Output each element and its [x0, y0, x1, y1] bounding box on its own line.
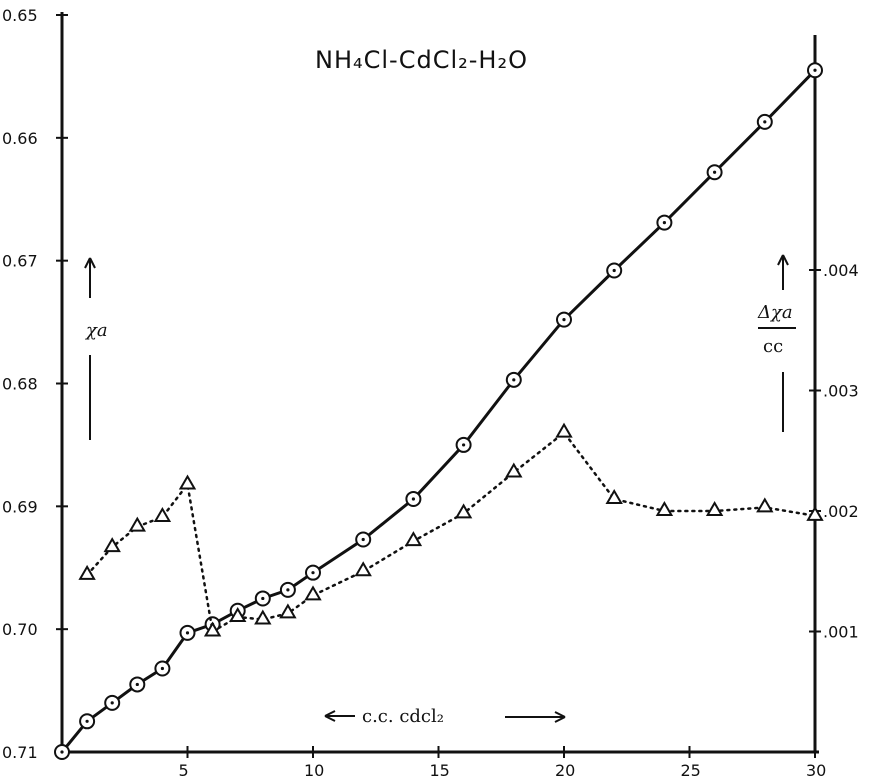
- data-point-circle-center: [562, 318, 566, 322]
- y-left-axis-label: χa: [84, 320, 108, 341]
- data-point-circle-center: [462, 443, 466, 447]
- data-point-circle-center: [60, 750, 64, 754]
- y-left-tick-label: 0.68: [2, 375, 38, 394]
- y-right-tick-label: .003: [823, 382, 859, 401]
- y-right-axis-label-denominator: cc: [763, 336, 783, 357]
- data-point-triangle: [505, 462, 523, 478]
- y-right-tick-label: .004: [823, 261, 859, 280]
- data-point-circle-center: [361, 537, 365, 542]
- chart-title: NH₄Cl-CdCl₂-H₂O: [315, 46, 528, 74]
- x-tick-label: 25: [681, 761, 701, 779]
- x-tick-label: 10: [304, 761, 324, 779]
- data-point-triangle: [454, 503, 473, 519]
- series-line-dotted: [85, 430, 817, 634]
- data-point-circle-center: [763, 120, 767, 124]
- data-point-triangle: [103, 537, 121, 553]
- data-point-triangle: [806, 505, 824, 521]
- data-point-triangle: [555, 422, 573, 438]
- series-line-solid: [60, 69, 817, 753]
- y-left-tick-label: 0.66: [2, 129, 38, 148]
- data-point-triangle: [705, 501, 724, 516]
- data-point-triangle: [279, 603, 297, 619]
- data-point-circle-center: [110, 701, 114, 705]
- data-point-circle-center: [713, 170, 717, 174]
- x-tick-label: 15: [430, 761, 450, 779]
- data-point-circle-center: [512, 378, 516, 382]
- data-point-triangle: [404, 531, 423, 547]
- x-label-arrowhead-left: [324, 710, 336, 722]
- data-point-triangle: [304, 585, 322, 601]
- y-left-tick-label: 0.65: [2, 6, 38, 25]
- data-point-triangle: [655, 501, 674, 516]
- data-point-circle-center: [286, 588, 290, 592]
- x-tick-label: 30: [806, 761, 826, 779]
- data-point-triangle: [756, 497, 774, 513]
- data-point-circle-center: [813, 68, 817, 72]
- x-axis-label: c.c. cdcl₂: [362, 706, 444, 727]
- plot-area: [54, 62, 824, 760]
- data-point-triangle: [229, 607, 247, 623]
- x-tick-label: 20: [555, 761, 575, 779]
- data-point-triangle: [203, 621, 222, 637]
- data-point-circle-center: [160, 666, 164, 671]
- axes: [56, 12, 821, 758]
- data-point-triangle: [254, 609, 272, 625]
- y-left-tick-label: 0.70: [2, 620, 38, 639]
- data-point-triangle: [605, 488, 623, 504]
- data-point-triangle: [178, 474, 197, 490]
- y-left-tick-label: 0.67: [2, 252, 38, 271]
- y-left-tick-label: 0.71: [2, 743, 38, 762]
- y-right-arrowhead: [777, 254, 789, 266]
- y-left-tick-label: 0.69: [2, 497, 38, 516]
- data-point-triangle: [354, 561, 372, 577]
- data-point-circle-center: [135, 682, 139, 687]
- data-point-circle-center: [662, 220, 667, 225]
- data-point-circle-center: [261, 596, 265, 601]
- y-right-tick-label: .001: [823, 623, 859, 642]
- data-point-circle-center: [85, 719, 89, 723]
- data-point-triangle: [153, 507, 172, 523]
- data-point-circle-center: [311, 571, 315, 575]
- x-tick-label: 5: [179, 761, 189, 779]
- y-right-axis-label-numerator: Δχa: [757, 302, 793, 323]
- data-point-circle-center: [612, 268, 616, 273]
- y-right-tick-label: .002: [823, 502, 859, 521]
- data-point-circle-center: [411, 497, 415, 501]
- data-point-triangle: [128, 516, 146, 532]
- data-point-triangle: [78, 564, 96, 580]
- labels: 0.65 0.66 0.67 0.68 0.69 0.70 0.71 .001 .002 .003…: [2, 6, 859, 779]
- data-point-circle-center: [185, 631, 190, 635]
- y-left-arrowhead: [84, 257, 96, 269]
- x-label-arrowhead-right: [554, 711, 566, 723]
